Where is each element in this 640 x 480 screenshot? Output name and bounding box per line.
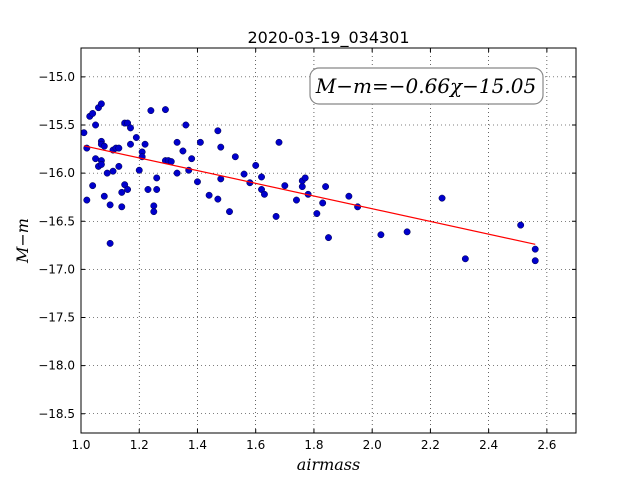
data-point	[80, 129, 88, 137]
annotation-box	[309, 67, 544, 105]
y-axis-label: M−m	[13, 218, 32, 264]
data-point	[115, 162, 123, 170]
data-point	[118, 188, 126, 196]
data-point	[531, 257, 539, 265]
data-point	[377, 231, 385, 239]
data-point	[109, 167, 117, 175]
data-point	[345, 192, 353, 200]
data-point	[124, 186, 132, 193]
data-point	[325, 234, 332, 242]
data-point	[231, 153, 239, 161]
data-point	[89, 110, 97, 117]
data-point	[217, 143, 225, 151]
data-point	[97, 161, 105, 168]
data-point	[92, 155, 100, 163]
data-point	[100, 192, 108, 200]
data-point	[252, 161, 260, 169]
data-point	[205, 191, 213, 199]
data-point	[127, 140, 134, 148]
data-point	[214, 195, 222, 203]
chart-title: 2020-03-19_034301	[247, 28, 409, 48]
data-point	[194, 178, 201, 186]
y-tick-label: −16.0	[38, 166, 75, 180]
data-point	[153, 174, 161, 182]
data-point	[438, 194, 446, 202]
plot-area	[80, 100, 539, 265]
data-point	[161, 106, 169, 114]
grid	[80, 48, 576, 433]
data-point	[106, 201, 114, 209]
data-point	[92, 121, 100, 129]
data-point	[293, 196, 300, 204]
y-tick-label: −17.5	[38, 311, 75, 325]
data-point	[103, 169, 111, 177]
data-point	[313, 210, 321, 218]
data-point	[135, 166, 143, 174]
x-tick-label: 1.6	[246, 438, 265, 452]
data-point	[173, 138, 181, 146]
annotation-text: M−m=−0.66χ−15.05	[315, 74, 536, 98]
data-point	[127, 124, 134, 132]
plot-frame	[80, 47, 577, 434]
data-point	[196, 138, 204, 146]
data-point	[461, 255, 469, 263]
x-tick-label: 1.2	[130, 438, 149, 452]
y-tick-label: −15.5	[38, 118, 75, 132]
data-point	[173, 169, 181, 177]
x-tick-label: 1.0	[71, 438, 90, 452]
data-point	[118, 203, 126, 211]
data-point	[301, 174, 309, 182]
y-tick-label: −15.0	[38, 70, 75, 84]
data-point	[531, 245, 539, 253]
x-tick-label: 2.2	[421, 438, 440, 452]
data-point	[106, 239, 114, 247]
y-tick-label: −16.5	[38, 214, 75, 228]
data-point	[298, 183, 306, 191]
data-point	[89, 182, 97, 190]
fit-equation-annotation: M−m=−0.66χ−15.05	[309, 67, 544, 105]
data-point	[83, 196, 91, 204]
data-point	[153, 186, 161, 193]
y-tick-label: −17.0	[38, 262, 75, 276]
data-point	[319, 199, 327, 207]
y-tick-label: −18.0	[38, 359, 75, 373]
x-tick-label: 2.6	[537, 438, 556, 452]
data-point	[188, 155, 196, 163]
data-point	[272, 212, 280, 220]
data-point	[240, 170, 248, 178]
data-point	[214, 127, 222, 135]
data-point	[179, 147, 187, 155]
data-point	[275, 138, 283, 146]
ticks: 1.0 1.2 1.4 1.6 1.8 2.0 2.2 2.4 2.6 −15.0 −15.5 −16…	[38, 48, 576, 452]
data-point	[226, 208, 233, 216]
data-point	[100, 142, 108, 150]
data-point	[147, 107, 155, 115]
data-point	[182, 121, 190, 129]
x-axis-label: airmass	[297, 455, 360, 474]
data-point	[115, 144, 123, 152]
y-tick-label: −18.5	[38, 407, 75, 421]
data-point	[150, 208, 158, 216]
x-tick-label: 1.4	[188, 438, 207, 452]
data-point	[281, 182, 289, 190]
data-point	[258, 173, 265, 181]
data-point	[517, 221, 525, 229]
data-point	[132, 134, 140, 141]
data-point	[144, 186, 152, 193]
x-tick-label: 2.4	[479, 438, 498, 452]
fit-line	[83, 145, 536, 245]
data-point	[150, 202, 158, 210]
data-point	[403, 228, 411, 236]
data-point	[97, 100, 105, 108]
x-tick-label: 2.0	[363, 438, 382, 452]
data-point	[322, 183, 330, 191]
data-point	[260, 190, 268, 198]
x-tick-label: 1.8	[304, 438, 323, 452]
data-point	[141, 140, 149, 148]
